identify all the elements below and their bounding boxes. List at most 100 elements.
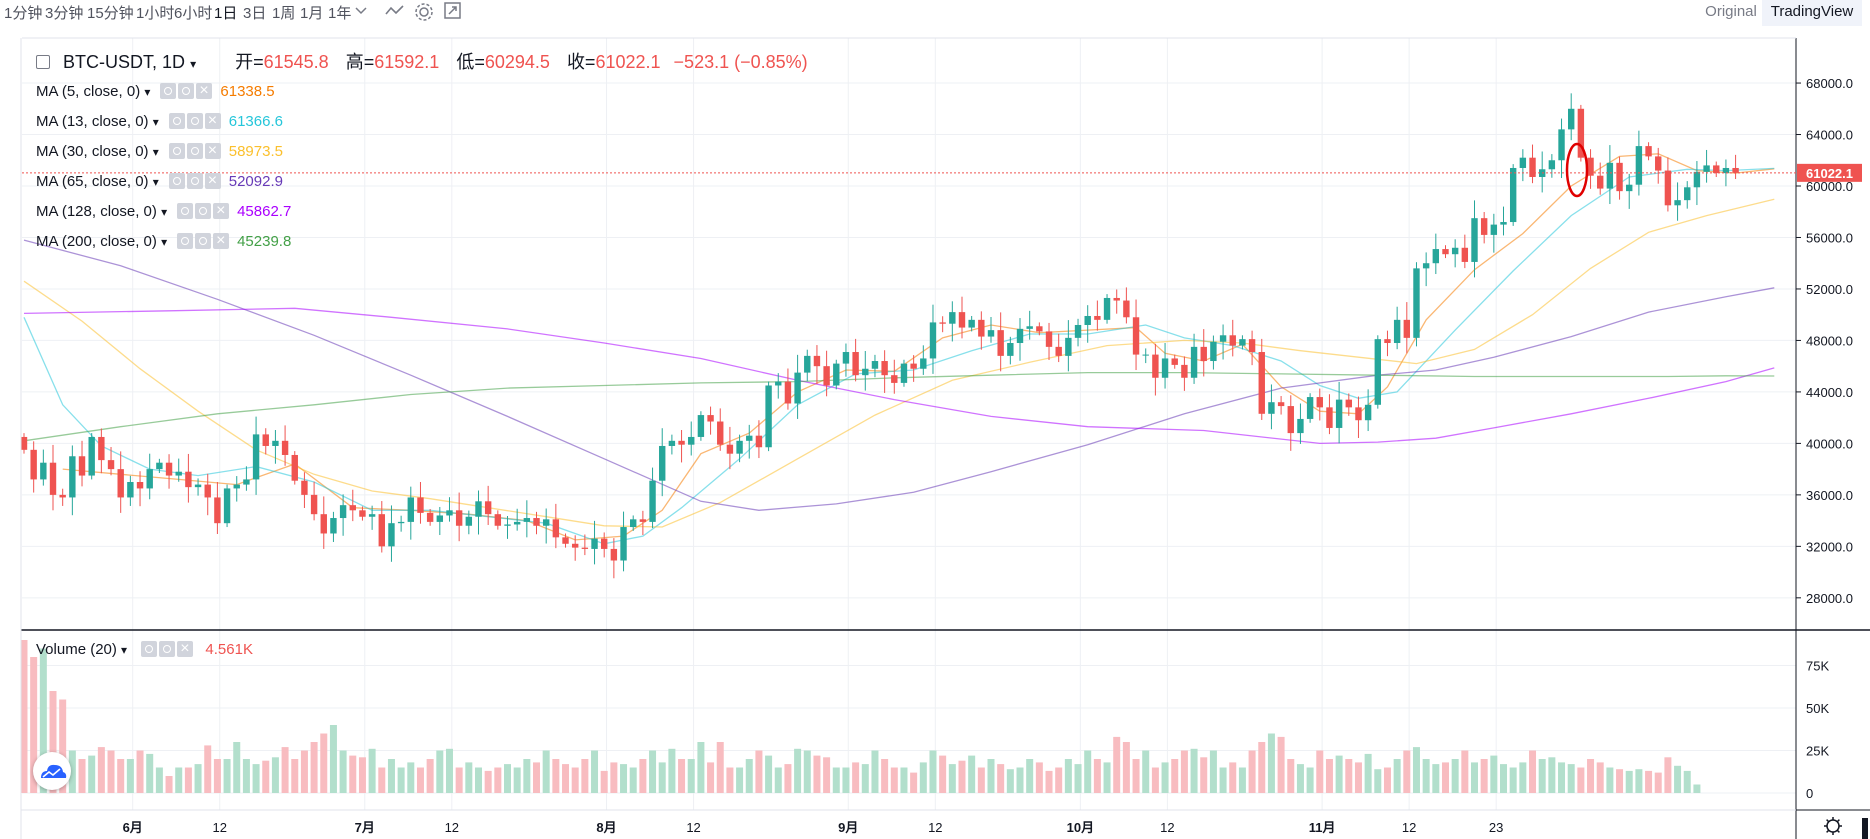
indicator-label: MA (5, close, 0) xyxy=(36,83,141,100)
timeframe-1mo[interactable]: 1月 xyxy=(300,5,324,22)
volume-bar xyxy=(436,750,444,793)
chevron-down-icon[interactable]: ▾ xyxy=(121,643,128,657)
price-tick-label: 52000.0 xyxy=(1806,282,1853,297)
candle-body xyxy=(69,456,76,498)
symbol-interval: 1D xyxy=(162,52,186,72)
gear-icon[interactable] xyxy=(185,173,203,190)
candle-body xyxy=(281,440,289,455)
candle-body xyxy=(581,547,589,549)
volume-bar xyxy=(1471,762,1478,793)
chevron-down-icon[interactable]: ▾ xyxy=(152,175,159,189)
volume-bar xyxy=(890,767,898,793)
tradingview-logo[interactable] xyxy=(33,752,71,790)
close-icon[interactable] xyxy=(203,112,221,130)
volume-bar xyxy=(1190,748,1198,793)
timeframe-6h[interactable]: 6小时 xyxy=(174,5,213,22)
timeframe-1d[interactable]: 1日 xyxy=(214,5,238,22)
volume-bar xyxy=(1606,767,1614,793)
volume-label: Volume (20) xyxy=(36,641,117,658)
price-tick-label: 68000.0 xyxy=(1806,76,1853,91)
close-icon[interactable] xyxy=(175,640,194,658)
volume-tick-label: 75K xyxy=(1806,659,1829,674)
volume-bar xyxy=(155,767,163,793)
gear-icon[interactable] xyxy=(185,143,203,160)
close-icon[interactable] xyxy=(194,82,213,100)
close-icon[interactable] xyxy=(203,142,221,160)
timeframe-3d[interactable]: 3日 xyxy=(243,5,267,22)
candle-body xyxy=(88,436,95,476)
price-tick-label: 40000.0 xyxy=(1806,436,1853,451)
close-icon[interactable] xyxy=(211,232,230,250)
close-icon[interactable] xyxy=(203,172,221,190)
indicator-label: MA (128, close, 0) xyxy=(36,203,157,220)
timeframe-1min[interactable]: 1分钟 xyxy=(4,5,43,22)
candle-body xyxy=(397,521,405,524)
ma-line-ma5 xyxy=(62,153,1775,541)
chevron-down-icon[interactable]: ▾ xyxy=(152,115,159,129)
candle-body xyxy=(1055,346,1062,356)
chevron-down-icon[interactable]: ▾ xyxy=(161,235,168,249)
eye-icon[interactable] xyxy=(139,641,158,658)
candle-body xyxy=(755,435,763,448)
candle-body xyxy=(1384,339,1391,344)
volume-bar xyxy=(832,767,840,793)
close-icon[interactable] xyxy=(211,202,230,220)
candle-body xyxy=(156,462,163,470)
gear-icon[interactable] xyxy=(185,113,203,130)
gear-icon[interactable] xyxy=(176,83,195,100)
candle-body xyxy=(40,462,47,480)
indicator-value: 52092.9 xyxy=(228,173,283,190)
gear-icon[interactable] xyxy=(193,203,212,220)
gear-icon[interactable] xyxy=(157,641,176,658)
eye-icon[interactable] xyxy=(175,203,194,220)
volume-bar xyxy=(97,747,105,793)
eye-icon[interactable] xyxy=(175,233,194,250)
time-tick-label: 6月 xyxy=(123,820,143,835)
volume-bar xyxy=(919,762,927,793)
indicator-value: 61366.6 xyxy=(228,113,283,130)
eye-icon[interactable] xyxy=(167,143,185,160)
time-tick-label: 7月 xyxy=(355,820,375,835)
candle-body xyxy=(98,436,105,461)
volume-bar xyxy=(320,733,328,793)
timeframe-3min[interactable]: 3分钟 xyxy=(45,5,84,22)
tradingview-button[interactable]: TradingView xyxy=(1762,0,1862,26)
original-button[interactable]: Original xyxy=(1705,3,1757,20)
last-price-line: 61022.1 xyxy=(22,163,1862,182)
volume-bar xyxy=(1374,769,1382,793)
volume-bar xyxy=(1664,757,1672,793)
volume-bar xyxy=(620,764,628,793)
chevron-down-icon[interactable]: ▾ xyxy=(144,85,151,99)
chevron-down-icon[interactable]: ▾ xyxy=(161,205,168,219)
eye-icon[interactable] xyxy=(167,113,185,130)
gear-icon[interactable] xyxy=(193,233,212,250)
timeframe-1w[interactable]: 1周 xyxy=(272,5,296,22)
scroll-handle[interactable] xyxy=(1862,818,1868,839)
timeframe-1h[interactable]: 1小时 xyxy=(136,5,175,22)
chevron-down-icon[interactable]: ▾ xyxy=(152,145,159,159)
candle-body xyxy=(136,482,144,489)
volume-bar xyxy=(1683,770,1691,793)
fullscreen-icon[interactable] xyxy=(443,1,463,21)
price-tick-label: 32000.0 xyxy=(1806,539,1853,554)
candle-body xyxy=(804,355,811,373)
candle-body xyxy=(504,524,511,526)
last-price-label: 61022.1 xyxy=(1806,166,1853,181)
volume-bar xyxy=(1461,750,1469,793)
eye-icon[interactable] xyxy=(158,83,177,100)
timeframe-15min[interactable]: 15分钟 xyxy=(87,5,134,22)
volume-bar xyxy=(610,762,618,793)
volume-bar xyxy=(1645,770,1653,793)
timeframe-1y[interactable]: 1年 xyxy=(328,5,352,22)
chevron-down-icon[interactable] xyxy=(354,1,368,21)
eye-icon[interactable] xyxy=(167,173,185,190)
collapse-icon[interactable] xyxy=(36,55,50,69)
time-tick-label: 23 xyxy=(1489,820,1503,835)
settings-gear-icon[interactable] xyxy=(1824,817,1842,835)
candle-body xyxy=(233,484,240,489)
gear-icon[interactable] xyxy=(413,1,435,23)
chevron-down-icon[interactable]: ▾ xyxy=(190,57,197,71)
indicator-label: MA (13, close, 0) xyxy=(36,113,149,130)
line-chart-icon[interactable] xyxy=(384,1,406,21)
